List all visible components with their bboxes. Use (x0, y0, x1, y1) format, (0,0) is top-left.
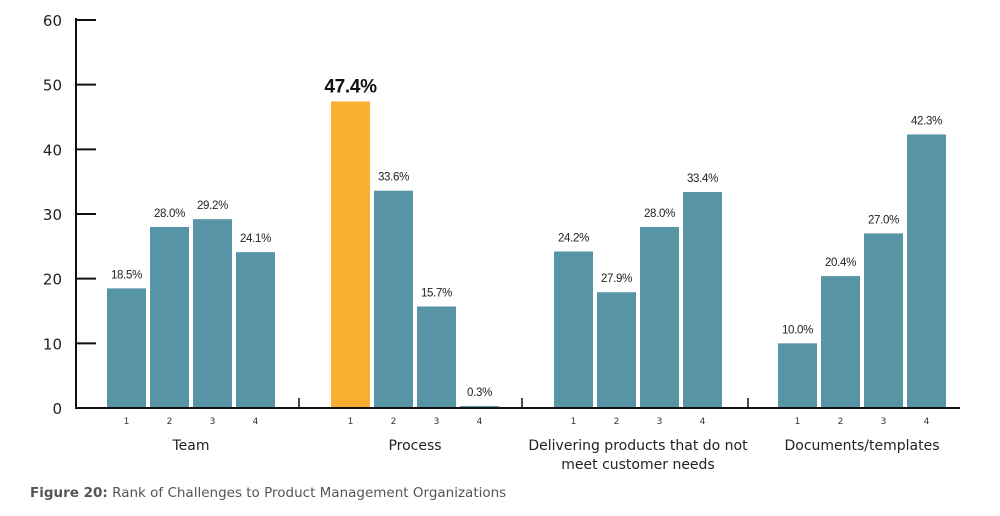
bar (236, 252, 275, 407)
rank-tick-label: 3 (210, 417, 216, 427)
y-tick-label: 60 (43, 12, 62, 30)
bar (417, 306, 456, 407)
bar (907, 134, 946, 407)
data-label: 24.1% (240, 233, 271, 245)
y-tick-label: 0 (52, 400, 62, 418)
figure-number: Figure 20: (30, 485, 108, 501)
group-label: meet customer needs (561, 457, 714, 473)
data-label: 33.6% (378, 172, 409, 184)
y-tick-label: 20 (43, 271, 62, 289)
rank-tick-label: 1 (124, 417, 130, 427)
data-label: 24.2% (558, 233, 589, 245)
bar (554, 251, 593, 407)
x-axis-labels: 1 2 3 4 Team 1 2 3 4 Process 1 2 3 4 Delivering produc… (124, 417, 940, 473)
data-label: 28.0% (644, 208, 675, 220)
bar (193, 219, 232, 407)
bar (821, 276, 860, 407)
y-tick-label: 40 (43, 141, 62, 159)
bar (150, 226, 189, 407)
data-label: 27.0% (868, 214, 899, 226)
data-label: 33.4% (687, 173, 718, 185)
data-labels: 18.5% 28.0% 29.2% 24.1% 47.4% 33.6% 15.7% 0.3% 2… (111, 76, 942, 399)
data-label: 18.5% (111, 269, 142, 281)
y-tick-label: 50 (43, 77, 62, 95)
bar (331, 101, 370, 407)
y-tick-label: 30 (43, 206, 62, 224)
y-tick-label: 10 (43, 335, 62, 353)
bar (460, 406, 499, 408)
group-label: Documents/templates (784, 438, 939, 454)
y-axis-ticks: 0 10 20 30 40 50 60 (43, 12, 96, 418)
data-label: 28.0% (154, 208, 185, 220)
rank-tick-label: 1 (348, 417, 354, 427)
group-label: Team (171, 438, 209, 454)
data-label: 42.3% (911, 115, 942, 127)
rank-tick-label: 2 (614, 417, 620, 427)
bar (640, 226, 679, 407)
data-label: 47.4% (324, 76, 377, 97)
rank-tick-label: 2 (391, 417, 397, 427)
bar (597, 292, 636, 407)
rank-tick-label: 4 (700, 417, 706, 427)
rank-tick-label: 2 (167, 417, 173, 427)
rank-tick-label: 1 (571, 417, 577, 427)
bar (374, 190, 413, 407)
bar (683, 192, 722, 407)
data-label: 29.2% (197, 200, 228, 212)
data-label: 0.3% (467, 387, 492, 399)
rank-tick-label: 4 (924, 417, 930, 427)
bar-chart: 0 10 20 30 40 50 60 18.5% 28.0% 29.2% 24.1% 47.4% 3… (43, 12, 960, 473)
rank-tick-label: 3 (434, 417, 440, 427)
rank-tick-label: 3 (657, 417, 663, 427)
rank-tick-label: 4 (477, 417, 483, 427)
bar (864, 233, 903, 407)
rank-tick-label: 4 (253, 417, 259, 427)
rank-tick-label: 1 (795, 417, 801, 427)
bar (778, 343, 817, 407)
figure-caption-text: Rank of Challenges to Product Management… (107, 485, 507, 501)
figure-caption: Figure 20: Rank of Challenges to Product… (30, 485, 506, 501)
rank-tick-label: 3 (881, 417, 887, 427)
group-label: Delivering products that do not (528, 438, 748, 454)
rank-tick-label: 2 (838, 417, 844, 427)
data-label: 27.9% (601, 273, 632, 285)
data-label: 15.7% (421, 287, 452, 299)
bar (107, 288, 146, 407)
bars (107, 101, 946, 408)
group-label: Process (388, 438, 441, 454)
data-label: 20.4% (825, 257, 856, 269)
data-label: 10.0% (782, 324, 813, 336)
